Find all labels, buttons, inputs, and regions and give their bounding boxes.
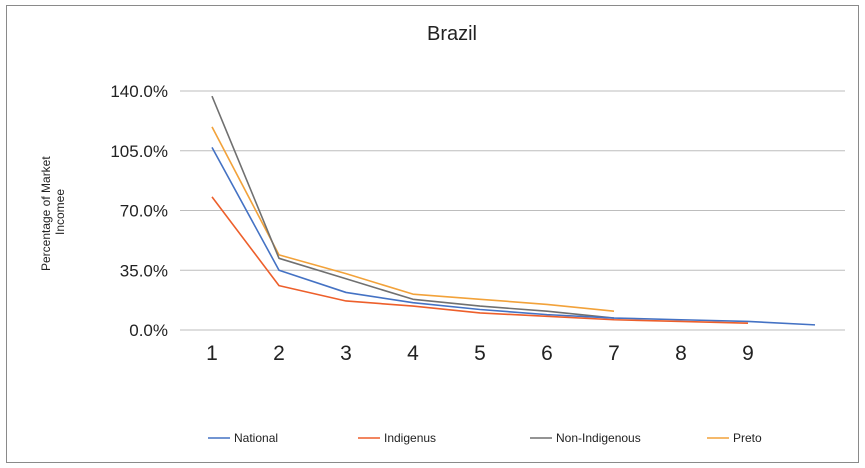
x-tick-label: 1 <box>206 342 218 365</box>
x-tick-label: 6 <box>541 342 553 365</box>
x-tick-label: 4 <box>407 342 419 365</box>
y-tick-label: 0.0% <box>129 321 168 340</box>
series-line-preto <box>212 127 614 311</box>
series-line-national <box>212 147 815 325</box>
x-tick-label: 7 <box>608 342 620 365</box>
x-tick-label: 5 <box>474 342 486 365</box>
y-tick-label: 105.0% <box>110 142 168 161</box>
y-tick-label: 140.0% <box>110 82 168 101</box>
legend-label: Non-Indigenous <box>556 431 641 445</box>
series-line-indigenus <box>212 197 748 323</box>
y-tick-label: 35.0% <box>120 261 168 280</box>
y-tick-label: 70.0% <box>120 202 168 221</box>
legend-label: National <box>234 431 278 445</box>
x-tick-label: 8 <box>675 342 687 365</box>
x-tick-label: 9 <box>742 342 754 365</box>
y-axis-label-line-1: Percentage of Market <box>39 156 53 271</box>
x-tick-label: 3 <box>340 342 352 365</box>
y-axis-label-line-2: Incomee <box>53 189 67 235</box>
legend-label: Preto <box>733 431 762 445</box>
x-tick-label: 2 <box>273 342 285 365</box>
y-axis-label: Percentage of Market Incomee <box>39 153 67 271</box>
legend-label: Indigenus <box>384 431 436 445</box>
series-line-non-indigenous <box>212 96 614 318</box>
chart-title: Brazil <box>427 23 477 45</box>
